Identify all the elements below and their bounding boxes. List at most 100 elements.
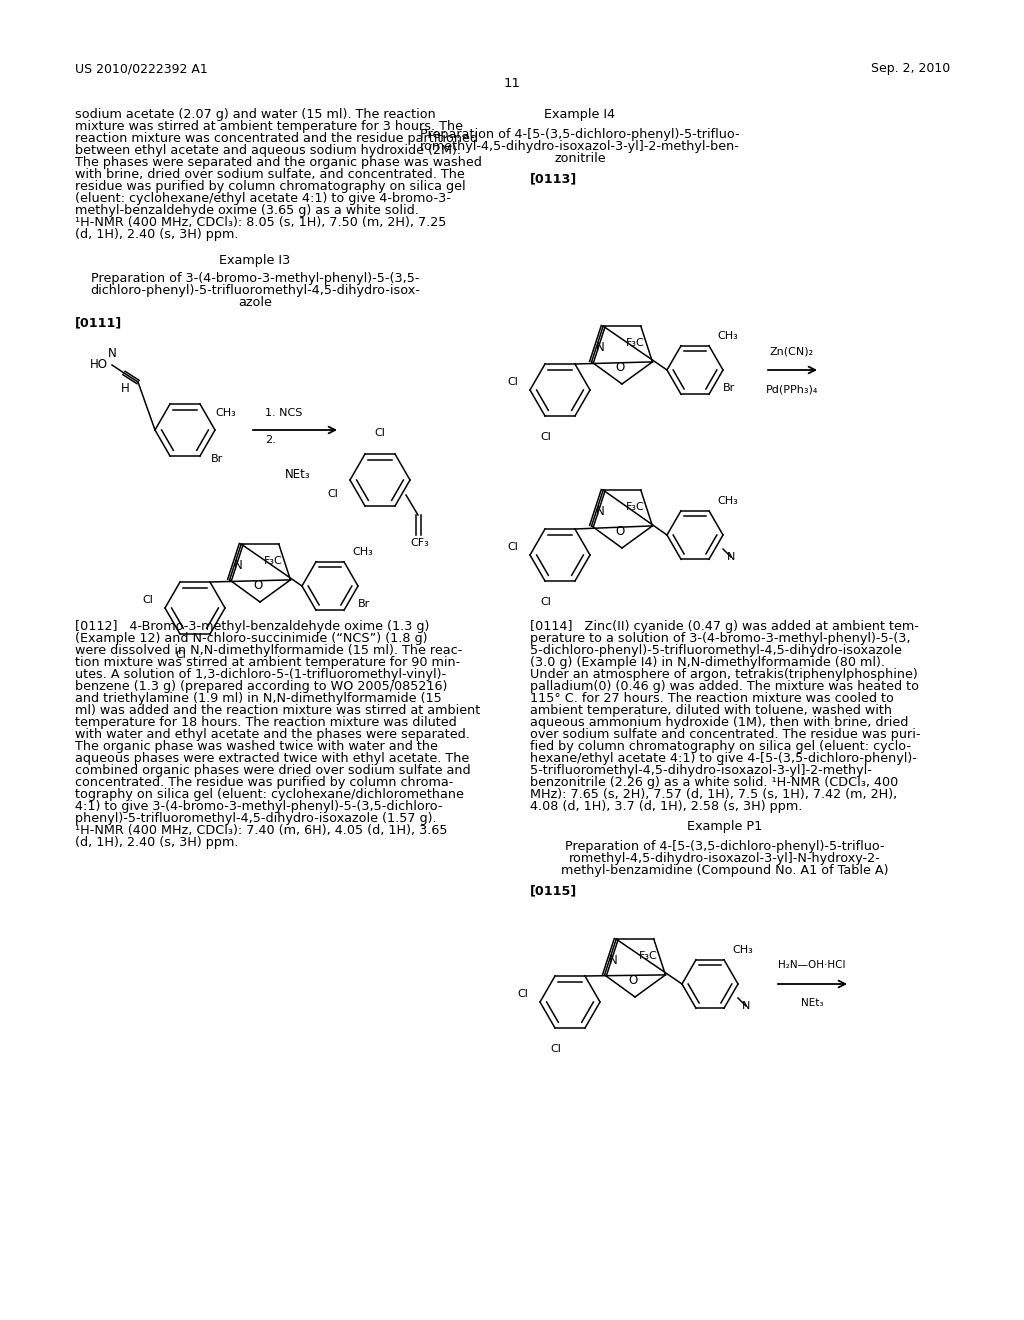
Text: Br: Br bbox=[211, 454, 223, 465]
Text: (d, 1H), 2.40 (s, 3H) ppm.: (d, 1H), 2.40 (s, 3H) ppm. bbox=[75, 228, 239, 242]
Text: [0114]   Zinc(II) cyanide (0.47 g) was added at ambient tem-: [0114] Zinc(II) cyanide (0.47 g) was add… bbox=[530, 620, 919, 634]
Text: N: N bbox=[596, 341, 604, 354]
Text: and triethylamine (1.9 ml) in N,N-dimethylformamide (15: and triethylamine (1.9 ml) in N,N-dimeth… bbox=[75, 692, 441, 705]
Text: N: N bbox=[727, 552, 735, 562]
Text: benzene (1.3 g) (prepared according to WO 2005/085216): benzene (1.3 g) (prepared according to W… bbox=[75, 680, 447, 693]
Text: (Example 12) and N-chloro-succinimide (“NCS”) (1.8 g): (Example 12) and N-chloro-succinimide (“… bbox=[75, 632, 427, 645]
Text: dichloro-phenyl)-5-trifluoromethyl-4,5-dihydro-isox-: dichloro-phenyl)-5-trifluoromethyl-4,5-d… bbox=[90, 284, 420, 297]
Text: temperature for 18 hours. The reaction mixture was diluted: temperature for 18 hours. The reaction m… bbox=[75, 715, 457, 729]
Text: CH₃: CH₃ bbox=[215, 408, 236, 418]
Text: CH₃: CH₃ bbox=[717, 496, 737, 506]
Text: methyl-benzamidine (Compound No. A1 of Table A): methyl-benzamidine (Compound No. A1 of T… bbox=[561, 865, 889, 876]
Text: N: N bbox=[742, 1001, 751, 1011]
Text: 5-trifluoromethyl-4,5-dihydro-isoxazol-3-yl]-2-methyl-: 5-trifluoromethyl-4,5-dihydro-isoxazol-3… bbox=[530, 764, 871, 777]
Text: NEt₃: NEt₃ bbox=[801, 998, 823, 1008]
Text: CF₃: CF₃ bbox=[410, 539, 429, 548]
Text: Preparation of 4-[5-(3,5-dichloro-phenyl)-5-trifluo-: Preparation of 4-[5-(3,5-dichloro-phenyl… bbox=[420, 128, 739, 141]
Text: Cl: Cl bbox=[142, 595, 153, 605]
Text: N: N bbox=[108, 347, 117, 360]
Text: N: N bbox=[608, 954, 617, 966]
Text: sodium acetate (2.07 g) and water (15 ml). The reaction: sodium acetate (2.07 g) and water (15 ml… bbox=[75, 108, 436, 121]
Text: with brine, dried over sodium sulfate, and concentrated. The: with brine, dried over sodium sulfate, a… bbox=[75, 168, 465, 181]
Text: zonitrile: zonitrile bbox=[554, 152, 606, 165]
Text: F₃C: F₃C bbox=[639, 950, 657, 961]
Text: N: N bbox=[233, 558, 243, 572]
Text: ¹H-NMR (400 MHz, CDCl₃): 7.40 (m, 6H), 4.05 (d, 1H), 3.65: ¹H-NMR (400 MHz, CDCl₃): 7.40 (m, 6H), 4… bbox=[75, 824, 447, 837]
Text: hexane/ethyl acetate 4:1) to give 4-[5-(3,5-dichloro-phenyl)-: hexane/ethyl acetate 4:1) to give 4-[5-(… bbox=[530, 752, 916, 766]
Text: Cl: Cl bbox=[541, 432, 552, 442]
Text: H₂N—OH·HCl: H₂N—OH·HCl bbox=[778, 960, 846, 970]
Text: Zn(CN)₂: Zn(CN)₂ bbox=[770, 346, 814, 356]
Text: romethyl-4,5-dihydro-isoxazol-3-yl]-N-hydroxy-2-: romethyl-4,5-dihydro-isoxazol-3-yl]-N-hy… bbox=[569, 851, 881, 865]
Text: methyl-benzaldehyde oxime (3.65 g) as a white solid.: methyl-benzaldehyde oxime (3.65 g) as a … bbox=[75, 205, 419, 216]
Text: (d, 1H), 2.40 (s, 3H) ppm.: (d, 1H), 2.40 (s, 3H) ppm. bbox=[75, 836, 239, 849]
Text: Cl: Cl bbox=[517, 989, 528, 999]
Text: F₃C: F₃C bbox=[626, 502, 644, 512]
Text: mixture was stirred at ambient temperature for 3 hours. The: mixture was stirred at ambient temperatu… bbox=[75, 120, 463, 133]
Text: O: O bbox=[615, 525, 625, 539]
Text: 11: 11 bbox=[504, 77, 520, 90]
Text: The phases were separated and the organic phase was washed: The phases were separated and the organi… bbox=[75, 156, 482, 169]
Text: were dissolved in N,N-dimethylformamide (15 ml). The reac-: were dissolved in N,N-dimethylformamide … bbox=[75, 644, 462, 657]
Text: Cl: Cl bbox=[175, 649, 186, 660]
Text: (eluent: cyclohexane/ethyl acetate 4:1) to give 4-bromo-3-: (eluent: cyclohexane/ethyl acetate 4:1) … bbox=[75, 191, 451, 205]
Text: aqueous ammonium hydroxide (1M), then with brine, dried: aqueous ammonium hydroxide (1M), then wi… bbox=[530, 715, 908, 729]
Text: Preparation of 4-[5-(3,5-dichloro-phenyl)-5-trifluo-: Preparation of 4-[5-(3,5-dichloro-phenyl… bbox=[565, 840, 885, 853]
Text: H: H bbox=[121, 381, 130, 395]
Text: 115° C. for 27 hours. The reaction mixture was cooled to: 115° C. for 27 hours. The reaction mixtu… bbox=[530, 692, 894, 705]
Text: aqueous phases were extracted twice with ethyl acetate. The: aqueous phases were extracted twice with… bbox=[75, 752, 469, 766]
Text: 2.: 2. bbox=[265, 436, 275, 445]
Text: 4.08 (d, 1H), 3.7 (d, 1H), 2.58 (s, 3H) ppm.: 4.08 (d, 1H), 3.7 (d, 1H), 2.58 (s, 3H) … bbox=[530, 800, 803, 813]
Text: Br: Br bbox=[723, 383, 735, 393]
Text: Cl: Cl bbox=[507, 378, 518, 387]
Text: Pd(PPh₃)₄: Pd(PPh₃)₄ bbox=[766, 385, 818, 395]
Text: (3.0 g) (Example I4) in N,N-dimethylformamide (80 ml).: (3.0 g) (Example I4) in N,N-dimethylform… bbox=[530, 656, 885, 669]
Text: azole: azole bbox=[238, 296, 272, 309]
Text: Cl: Cl bbox=[327, 488, 338, 499]
Text: utes. A solution of 1,3-dichloro-5-(1-trifluoromethyl-vinyl)-: utes. A solution of 1,3-dichloro-5-(1-tr… bbox=[75, 668, 446, 681]
Text: O: O bbox=[629, 974, 638, 987]
Text: palladium(0) (0.46 g) was added. The mixture was heated to: palladium(0) (0.46 g) was added. The mix… bbox=[530, 680, 919, 693]
Text: with water and ethyl acetate and the phases were separated.: with water and ethyl acetate and the pha… bbox=[75, 729, 470, 741]
Text: [0111]: [0111] bbox=[75, 315, 122, 329]
Text: Cl: Cl bbox=[551, 1044, 561, 1053]
Text: romethyl-4,5-dihydro-isoxazol-3-yl]-2-methyl-ben-: romethyl-4,5-dihydro-isoxazol-3-yl]-2-me… bbox=[420, 140, 740, 153]
Text: [0113]: [0113] bbox=[530, 172, 578, 185]
Text: Preparation of 3-(4-bromo-3-methyl-phenyl)-5-(3,5-: Preparation of 3-(4-bromo-3-methyl-pheny… bbox=[91, 272, 419, 285]
Text: 4:1) to give 3-(4-bromo-3-methyl-phenyl)-5-(3,5-dichloro-: 4:1) to give 3-(4-bromo-3-methyl-phenyl)… bbox=[75, 800, 442, 813]
Text: [0115]: [0115] bbox=[530, 884, 578, 898]
Text: Sep. 2, 2010: Sep. 2, 2010 bbox=[870, 62, 950, 75]
Text: concentrated. The residue was purified by column chroma-: concentrated. The residue was purified b… bbox=[75, 776, 454, 789]
Text: CH₃: CH₃ bbox=[717, 331, 737, 341]
Text: [0112]   4-Bromo-3-methyl-benzaldehyde oxime (1.3 g): [0112] 4-Bromo-3-methyl-benzaldehyde oxi… bbox=[75, 620, 429, 634]
Text: CH₃: CH₃ bbox=[352, 546, 373, 557]
Text: Cl: Cl bbox=[507, 543, 518, 552]
Text: CH₃: CH₃ bbox=[732, 945, 753, 954]
Text: perature to a solution of 3-(4-bromo-3-methyl-phenyl)-5-(3,: perature to a solution of 3-(4-bromo-3-m… bbox=[530, 632, 910, 645]
Text: ambient temperature, diluted with toluene, washed with: ambient temperature, diluted with toluen… bbox=[530, 704, 892, 717]
Text: residue was purified by column chromatography on silica gel: residue was purified by column chromatog… bbox=[75, 180, 466, 193]
Text: fied by column chromatography on silica gel (eluent: cyclo-: fied by column chromatography on silica … bbox=[530, 741, 911, 752]
Text: reaction mixture was concentrated and the residue partitioned: reaction mixture was concentrated and th… bbox=[75, 132, 478, 145]
Text: 5-dichloro-phenyl)-5-trifluoromethyl-4,5-dihydro-isoxazole: 5-dichloro-phenyl)-5-trifluoromethyl-4,5… bbox=[530, 644, 902, 657]
Text: Example I4: Example I4 bbox=[545, 108, 615, 121]
Text: tion mixture was stirred at ambient temperature for 90 min-: tion mixture was stirred at ambient temp… bbox=[75, 656, 460, 669]
Text: Cl: Cl bbox=[375, 428, 385, 438]
Text: ml) was added and the reaction mixture was stirred at ambient: ml) was added and the reaction mixture w… bbox=[75, 704, 480, 717]
Text: O: O bbox=[253, 579, 262, 591]
Text: over sodium sulfate and concentrated. The residue was puri-: over sodium sulfate and concentrated. Th… bbox=[530, 729, 921, 741]
Text: Cl: Cl bbox=[541, 597, 552, 607]
Text: O: O bbox=[615, 360, 625, 374]
Text: 1. NCS: 1. NCS bbox=[265, 408, 302, 418]
Text: Under an atmosphere of argon, tetrakis(triphenylphosphine): Under an atmosphere of argon, tetrakis(t… bbox=[530, 668, 918, 681]
Text: combined organic phases were dried over sodium sulfate and: combined organic phases were dried over … bbox=[75, 764, 471, 777]
Text: F₃C: F₃C bbox=[264, 556, 283, 566]
Text: Example I3: Example I3 bbox=[219, 253, 291, 267]
Text: phenyl)-5-trifluoromethyl-4,5-dihydro-isoxazole (1.57 g).: phenyl)-5-trifluoromethyl-4,5-dihydro-is… bbox=[75, 812, 436, 825]
Text: MHz): 7.65 (s, 2H), 7.57 (d, 1H), 7.5 (s, 1H), 7.42 (m, 2H),: MHz): 7.65 (s, 2H), 7.57 (d, 1H), 7.5 (s… bbox=[530, 788, 897, 801]
Text: Example P1: Example P1 bbox=[687, 820, 763, 833]
Text: Br: Br bbox=[358, 599, 371, 609]
Text: HO: HO bbox=[90, 358, 108, 371]
Text: tography on silica gel (eluent: cyclohexane/dichloromethane: tography on silica gel (eluent: cyclohex… bbox=[75, 788, 464, 801]
Text: ¹H-NMR (400 MHz, CDCl₃): 8.05 (s, 1H), 7.50 (m, 2H), 7.25: ¹H-NMR (400 MHz, CDCl₃): 8.05 (s, 1H), 7… bbox=[75, 216, 446, 228]
